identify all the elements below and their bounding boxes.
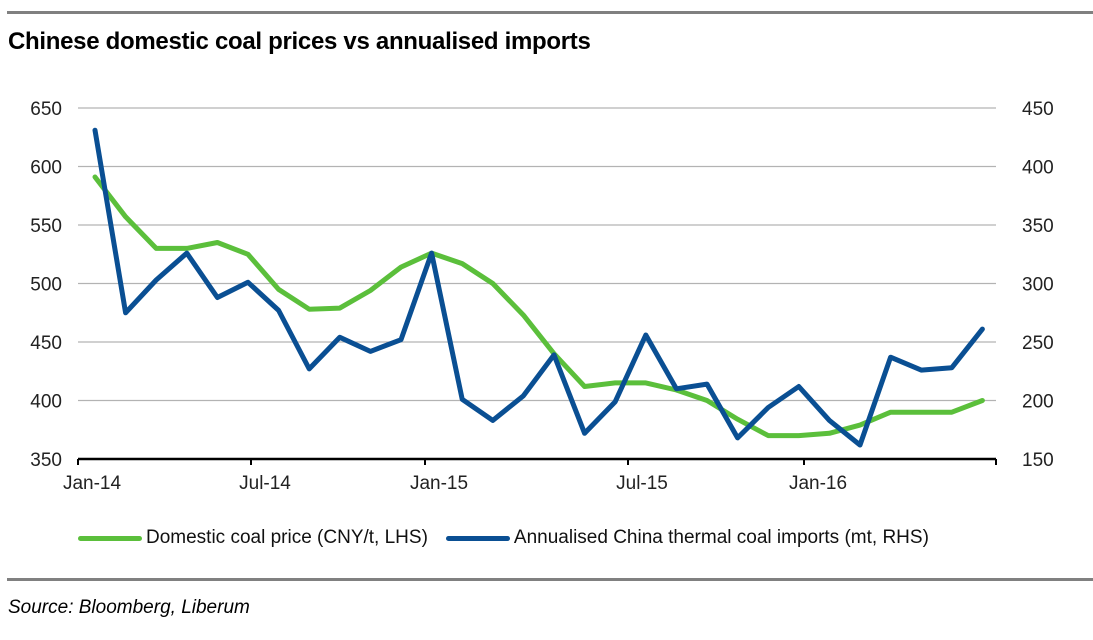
legend-label-imports: Annualised China thermal coal imports (m… [513,527,929,548]
y-left-tick-label: 400 [30,392,62,413]
chart-title: Chinese domestic coal prices vs annualis… [8,28,591,55]
y-left-tick-label: 350 [30,450,62,471]
series [92,127,985,448]
source-note: Source: Bloomberg, Liberum [8,597,250,618]
y-right-tick-label: 300 [1022,275,1054,296]
legend: Domestic coal price (CNY/t, LHS) Annuali… [78,527,947,549]
x-tick-label: Jan-15 [410,473,468,494]
series-line-domestic-price [92,174,985,439]
legend-item-domestic: Domestic coal price (CNY/t, LHS) [78,527,428,549]
gridlines [78,107,996,402]
legend-swatch-domestic [78,535,142,541]
series-line-imports [92,127,985,448]
x-tick-label: Jul-14 [239,473,291,494]
y-left-tick-label: 650 [30,99,62,120]
y-right-tick-label: 400 [1022,158,1054,179]
axes [77,457,997,465]
y-left-tick-label: 550 [30,216,62,237]
x-tick-label: Jul-15 [616,473,668,494]
legend-swatch-imports [445,535,510,541]
legend-item-imports: Annualised China thermal coal imports (m… [445,527,929,549]
top-rule [7,11,1093,14]
y-left-tick-label: 450 [30,333,62,354]
x-tick-label: Jan-16 [789,473,847,494]
tick-labels: 350 400 450 500 550 600 650 150 200 250 300 350 400 4… [30,99,1053,494]
y-right-tick-label: 150 [1022,450,1054,471]
y-left-tick-label: 500 [30,275,62,296]
x-tick-label: Jan-14 [63,473,122,494]
y-right-tick-label: 450 [1022,99,1054,120]
bottom-rule [7,578,1093,581]
y-right-tick-label: 350 [1022,216,1054,237]
y-left-tick-label: 600 [30,158,62,179]
y-right-tick-label: 200 [1022,392,1054,413]
legend-label-domestic: Domestic coal price (CNY/t, LHS) [146,527,428,548]
y-right-tick-label: 250 [1022,333,1054,354]
